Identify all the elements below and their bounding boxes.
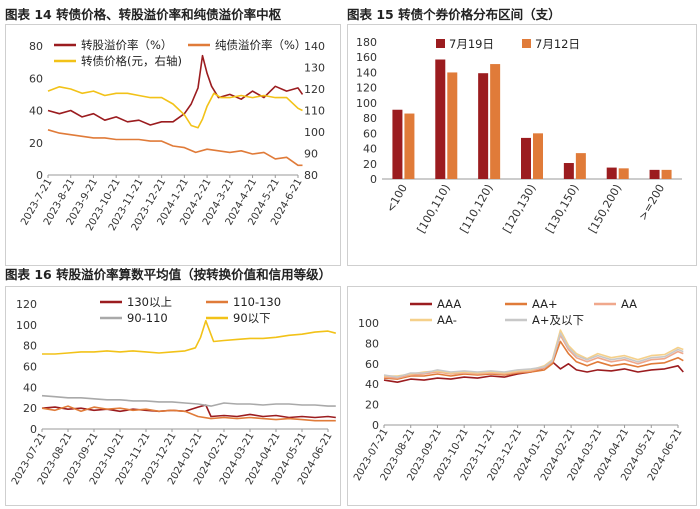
y-tick-label: 80 bbox=[23, 340, 37, 353]
figure-16-title: 图表 16 转股溢价率算数平均值（按转换价值和信用等级） bbox=[5, 267, 332, 282]
bar-series1 bbox=[649, 169, 660, 179]
series-line-4 bbox=[384, 329, 684, 377]
x-tick-label: [150,200) bbox=[586, 182, 624, 235]
x-tick-label: [120,130) bbox=[500, 182, 538, 235]
x-tick-label: >=200 bbox=[636, 182, 667, 223]
figure-17-panel: 0 20 40 60 80 100 2023-07-21 2023-08-21 2023-09-… bbox=[347, 286, 697, 506]
series-line-2 bbox=[383, 340, 684, 380]
bar-series2 bbox=[533, 133, 543, 179]
y-tick-label: 100 bbox=[356, 97, 377, 110]
y-right-tick-label: 120 bbox=[304, 83, 325, 96]
bar-series2 bbox=[575, 153, 586, 179]
series-line-3 bbox=[47, 85, 303, 129]
series-line-2 bbox=[47, 129, 303, 167]
figure-17-chart: 0204060801002023-07-212023-08-212023-09-… bbox=[352, 297, 685, 483]
figure-15-chart: 0 20 40 60 80 100 120 140 160 180 <100 [100,110) [11… bbox=[356, 36, 682, 235]
x-tick-label: [110,120) bbox=[457, 182, 495, 235]
series-line-2 bbox=[41, 405, 336, 422]
figure-15-panel: 0 20 40 60 80 100 120 140 160 180 <100 [100,110) [11… bbox=[347, 24, 697, 266]
y-tick-label: 120 bbox=[356, 82, 377, 95]
y-tick-label: 80 bbox=[363, 112, 377, 125]
y-tick-label: 20 bbox=[29, 137, 43, 150]
y-tick-label: 0 bbox=[370, 173, 377, 186]
legend-label: AA bbox=[621, 297, 637, 311]
y-right-tick-label: 130 bbox=[304, 62, 325, 75]
legend-label: 7月19日 bbox=[449, 37, 494, 51]
y-tick-label: 80 bbox=[365, 337, 379, 350]
bar-series1 bbox=[392, 109, 403, 179]
y-tick-label: 0 bbox=[36, 169, 43, 182]
legend-label: AAA bbox=[437, 297, 461, 311]
bar-series1 bbox=[478, 73, 489, 179]
series-line-4 bbox=[42, 319, 337, 355]
y-tick-label: 20 bbox=[365, 399, 379, 412]
legend-label: 转债价格(元，右轴) bbox=[81, 54, 182, 68]
legend-label: AA+ bbox=[532, 297, 558, 311]
y-tick-label: 40 bbox=[29, 105, 43, 118]
y-tick-label: 120 bbox=[16, 298, 37, 311]
legend-label: 130以上 bbox=[127, 295, 172, 309]
figure-14-title: 图表 14 转债价格、转股溢价率和纯债溢价率中枢 bbox=[5, 7, 282, 22]
y-tick-label: 20 bbox=[363, 158, 377, 171]
y-tick-label: 40 bbox=[365, 378, 379, 391]
y-tick-label: 60 bbox=[23, 361, 37, 374]
series-line-1 bbox=[41, 404, 336, 419]
y-tick-label: 40 bbox=[363, 143, 377, 156]
figure-16-chart: 0204060801001202023-07-212023-08-212023-… bbox=[10, 295, 337, 487]
y-tick-label: 80 bbox=[29, 40, 43, 53]
x-tick-label: [100,110) bbox=[415, 182, 453, 235]
y-tick-label: 60 bbox=[29, 72, 43, 85]
bar-series2 bbox=[661, 169, 672, 179]
legend-swatch bbox=[522, 39, 531, 48]
bar-series1 bbox=[606, 167, 617, 179]
y-tick-label: 0 bbox=[372, 419, 379, 432]
y-tick-label: 40 bbox=[23, 381, 37, 394]
y-tick-label: 140 bbox=[356, 66, 377, 79]
legend-label: 纯债溢价率（%） bbox=[215, 38, 306, 52]
legend-label: 7月12日 bbox=[535, 37, 580, 51]
figure-14-panel: 0 20 40 60 80 80 90 100 110 120 130 140 2023-7-21 202… bbox=[5, 24, 341, 266]
bar-series1 bbox=[435, 59, 446, 179]
bar-series2 bbox=[404, 113, 415, 179]
y-tick-label: 20 bbox=[23, 402, 37, 415]
legend-label: 90-110 bbox=[127, 311, 168, 325]
y-tick-label: 0 bbox=[30, 423, 37, 436]
y-right-tick-label: 80 bbox=[304, 169, 318, 182]
y-right-tick-label: 140 bbox=[304, 40, 325, 53]
x-tick-label: [130,150) bbox=[543, 182, 581, 235]
legend-label: 转股溢价率（%） bbox=[81, 38, 172, 52]
legend-swatch bbox=[436, 39, 445, 48]
legend-label: A+及以下 bbox=[532, 313, 584, 327]
y-tick-label: 100 bbox=[16, 319, 37, 332]
bar-series2 bbox=[447, 72, 458, 179]
x-tick-label: <100 bbox=[384, 182, 410, 215]
bar-series2 bbox=[618, 168, 629, 179]
series-line-5 bbox=[383, 332, 684, 378]
bar-series2 bbox=[490, 64, 501, 179]
figure-14-chart: 02040608080901001101201301402023-7-21202… bbox=[19, 38, 325, 233]
bar-series1 bbox=[563, 163, 574, 179]
y-tick-label: 60 bbox=[363, 127, 377, 140]
y-tick-label: 100 bbox=[358, 317, 379, 330]
y-tick-label: 160 bbox=[356, 51, 377, 64]
legend-label: 110-130 bbox=[233, 295, 281, 309]
legend-label: 90以下 bbox=[233, 311, 271, 325]
series-line-3 bbox=[41, 394, 336, 407]
bar-series1 bbox=[521, 137, 531, 179]
figure-15-title: 图表 15 转债个券价格分布区间（支） bbox=[347, 7, 561, 22]
y-tick-label: 60 bbox=[365, 358, 379, 371]
y-tick-label: 180 bbox=[356, 36, 377, 49]
legend-label: AA- bbox=[437, 313, 457, 327]
series-line-3 bbox=[383, 334, 684, 379]
y-right-tick-label: 110 bbox=[304, 105, 325, 118]
figure-16-panel: 0 20 40 60 80 100 120 2023-07-21 2023-08-21 2023-… bbox=[5, 286, 341, 506]
y-right-tick-label: 100 bbox=[304, 126, 325, 139]
y-right-tick-label: 90 bbox=[304, 148, 318, 161]
